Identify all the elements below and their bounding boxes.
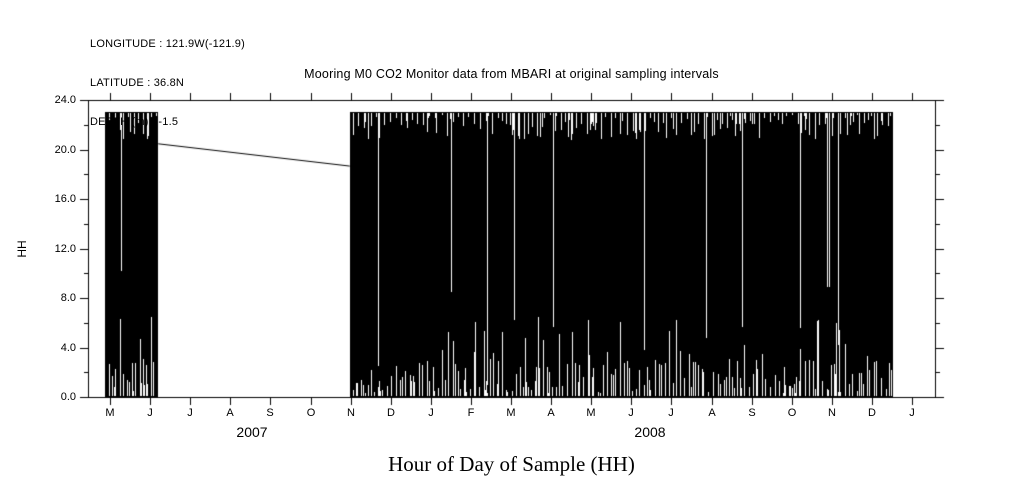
x-tick-label: O [306,407,316,419]
header-metadata: LONGITUDE : 121.9W(-121.9) LATITUDE : 36… [90,12,245,155]
x-tick-label: J [628,407,634,419]
x-tick-label: A [547,407,555,419]
x-tick-label: O [787,407,797,419]
x-tick-label: S [748,407,756,419]
x-tick-label: J [147,407,153,419]
y-tick-label: 0.0 [60,391,76,403]
x-tick-label: J [428,407,434,419]
x-tick-label: J [909,407,915,419]
plot-title: Mooring M0 CO2 Monitor data from MBARI a… [304,67,719,81]
year-label: 2007 [236,424,268,440]
x-tick-label: F [467,407,475,419]
x-tick-label: M [105,407,115,419]
x-tick-label: N [828,407,836,419]
y-tick-label: 4.0 [60,342,76,354]
x-tick-label: A [226,407,234,419]
x-tick-label: A [708,407,716,419]
latitude-label: LATITUDE : 36.8N [90,77,185,89]
x-tick-label: S [266,407,274,419]
x-tick-label: J [668,407,674,419]
depth-label: DEPTH (m) : -1.5 [90,116,179,128]
y-tick-label: 20.0 [54,144,76,156]
y-tick-label: 8.0 [60,292,76,304]
y-tick-label: 24.0 [54,94,76,106]
x-tick-label: J [187,407,193,419]
y-tick-label: 16.0 [54,193,76,205]
x-axis-title: Hour of Day of Sample (HH) [388,452,635,476]
longitude-label: LONGITUDE : 121.9W(-121.9) [90,38,245,50]
y-axis-label: HH [15,240,29,258]
x-tick-label: M [506,407,516,419]
x-tick-label: M [586,407,596,419]
year-label: 2008 [634,424,666,440]
x-tick-label: N [347,407,355,419]
x-tick-label: D [387,407,395,419]
y-tick-label: 12.0 [54,243,76,255]
x-tick-label: D [868,407,876,419]
